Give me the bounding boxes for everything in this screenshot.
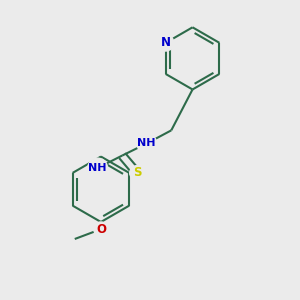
Text: O: O bbox=[96, 223, 106, 236]
Circle shape bbox=[130, 166, 144, 180]
Circle shape bbox=[158, 35, 174, 51]
Text: N: N bbox=[160, 36, 171, 50]
Circle shape bbox=[94, 222, 108, 236]
Text: NH: NH bbox=[88, 163, 107, 173]
Circle shape bbox=[88, 158, 107, 178]
Text: NH: NH bbox=[137, 139, 156, 148]
Text: S: S bbox=[133, 167, 141, 179]
Circle shape bbox=[137, 134, 157, 153]
